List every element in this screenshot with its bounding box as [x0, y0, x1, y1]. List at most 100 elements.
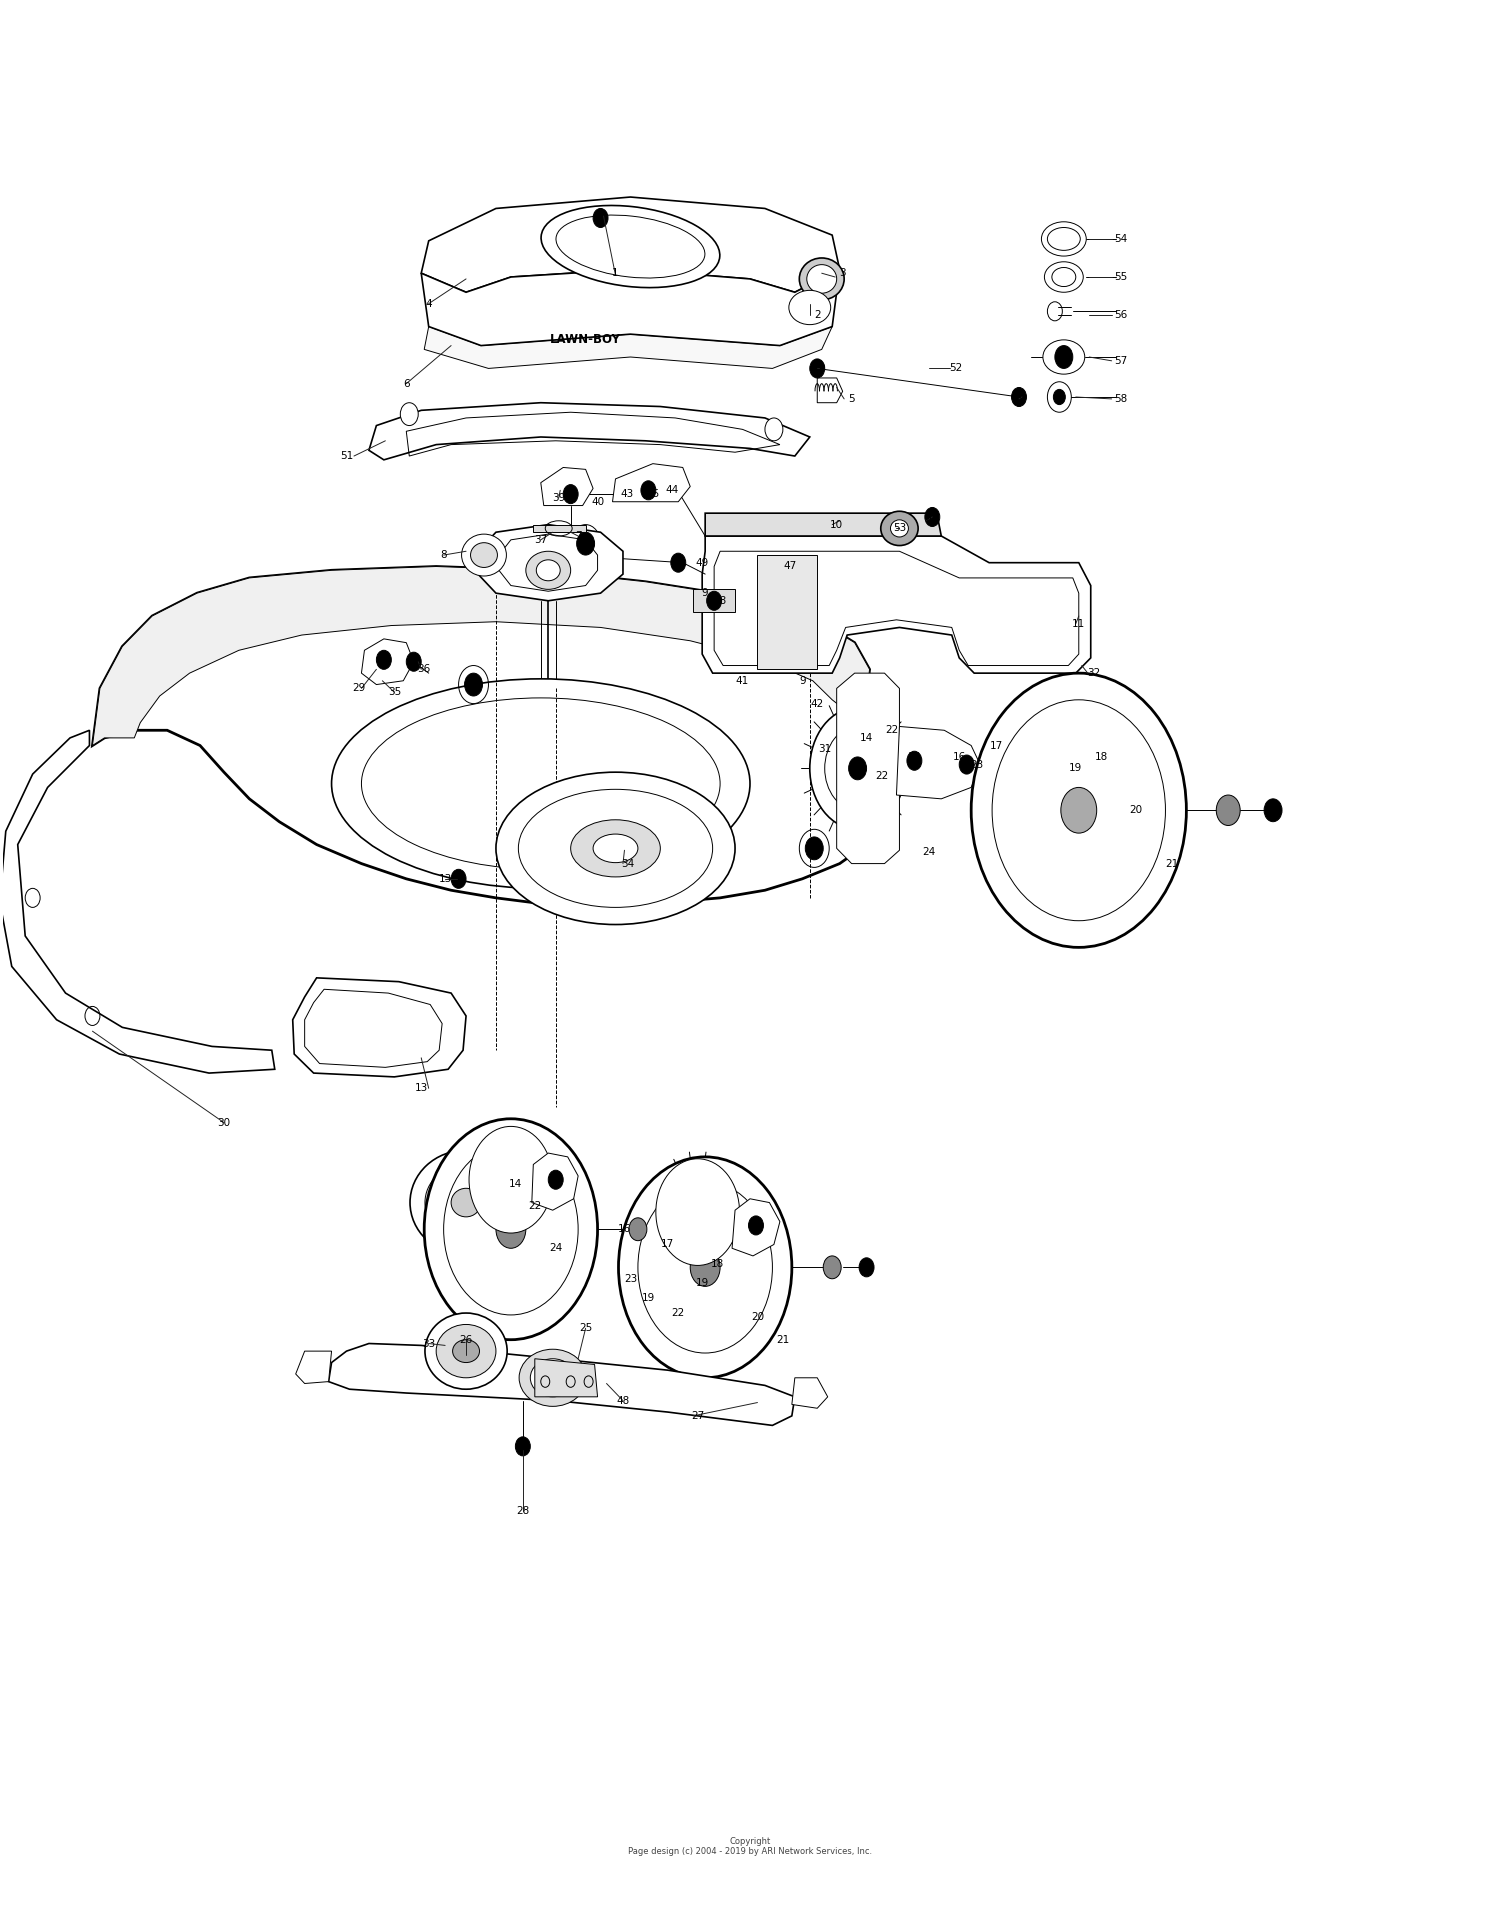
- Text: LAWN-BOY: LAWN-BOY: [550, 334, 621, 346]
- Text: 14: 14: [859, 733, 873, 743]
- Circle shape: [542, 1362, 564, 1392]
- Text: 27: 27: [692, 1411, 705, 1421]
- Ellipse shape: [880, 512, 918, 546]
- Circle shape: [748, 1217, 764, 1236]
- Text: 9: 9: [819, 363, 825, 374]
- Circle shape: [765, 418, 783, 441]
- Circle shape: [376, 649, 392, 668]
- Text: 24: 24: [549, 1243, 562, 1253]
- Text: 3: 3: [840, 267, 846, 279]
- Circle shape: [824, 1257, 842, 1280]
- Text: 56: 56: [1114, 309, 1126, 321]
- Polygon shape: [422, 269, 840, 346]
- Circle shape: [656, 1159, 740, 1266]
- Text: 12: 12: [466, 684, 480, 693]
- Ellipse shape: [570, 819, 660, 877]
- Text: Copyright
Page design (c) 2004 - 2019 by ARI Network Services, Inc.: Copyright Page design (c) 2004 - 2019 by…: [628, 1837, 872, 1857]
- Text: 26: 26: [459, 1335, 472, 1345]
- Circle shape: [810, 707, 906, 829]
- Ellipse shape: [453, 1339, 480, 1362]
- Text: 20: 20: [752, 1312, 764, 1322]
- Polygon shape: [536, 1358, 597, 1396]
- Circle shape: [706, 592, 722, 611]
- Circle shape: [926, 508, 940, 527]
- Polygon shape: [792, 1377, 828, 1408]
- Ellipse shape: [526, 552, 570, 590]
- Circle shape: [465, 672, 483, 695]
- Text: 11: 11: [1072, 619, 1086, 628]
- Ellipse shape: [537, 560, 560, 581]
- Text: 32: 32: [1088, 668, 1101, 678]
- Circle shape: [1264, 798, 1282, 821]
- Text: 9: 9: [702, 588, 708, 598]
- Circle shape: [1060, 787, 1096, 833]
- Text: 21: 21: [1166, 860, 1178, 869]
- Text: 31: 31: [818, 745, 831, 754]
- Ellipse shape: [1044, 262, 1083, 292]
- Circle shape: [628, 1219, 646, 1242]
- Text: 28: 28: [516, 1507, 530, 1517]
- Text: 42: 42: [810, 699, 824, 709]
- Circle shape: [452, 869, 466, 888]
- Text: 54: 54: [1114, 233, 1126, 244]
- Circle shape: [849, 756, 867, 779]
- Polygon shape: [0, 730, 274, 1073]
- Polygon shape: [93, 567, 870, 745]
- Text: 1: 1: [612, 267, 620, 279]
- Circle shape: [618, 1157, 792, 1377]
- Ellipse shape: [471, 542, 498, 567]
- Text: 14: 14: [509, 1178, 522, 1188]
- Circle shape: [400, 403, 418, 426]
- Text: 53: 53: [892, 523, 906, 533]
- Ellipse shape: [800, 258, 844, 300]
- Circle shape: [670, 554, 686, 573]
- Text: 20: 20: [1130, 806, 1142, 816]
- Ellipse shape: [668, 1219, 698, 1247]
- Text: 39: 39: [552, 493, 566, 502]
- Text: 6: 6: [404, 378, 410, 388]
- Text: 23: 23: [970, 760, 984, 770]
- Ellipse shape: [1042, 340, 1084, 374]
- Text: 37: 37: [534, 535, 548, 544]
- Polygon shape: [732, 1199, 780, 1257]
- Polygon shape: [693, 590, 735, 613]
- Polygon shape: [542, 468, 592, 506]
- Ellipse shape: [496, 772, 735, 924]
- Ellipse shape: [462, 535, 507, 577]
- Circle shape: [690, 1249, 720, 1285]
- Text: 15: 15: [908, 753, 921, 762]
- Polygon shape: [328, 1343, 795, 1425]
- Text: 35: 35: [387, 688, 400, 697]
- Polygon shape: [758, 556, 818, 668]
- Text: 38: 38: [714, 596, 726, 605]
- Text: 21: 21: [777, 1335, 789, 1345]
- Ellipse shape: [436, 1324, 496, 1377]
- Circle shape: [496, 1211, 526, 1249]
- Text: 22: 22: [528, 1201, 542, 1211]
- Polygon shape: [705, 514, 942, 537]
- Text: 17: 17: [662, 1240, 675, 1249]
- Text: 16: 16: [952, 753, 966, 762]
- Text: 5: 5: [849, 393, 855, 403]
- Circle shape: [576, 533, 594, 556]
- Text: 57: 57: [1114, 355, 1126, 367]
- Circle shape: [424, 1119, 597, 1339]
- Polygon shape: [702, 537, 1090, 672]
- Text: 30: 30: [217, 1117, 231, 1127]
- Circle shape: [640, 481, 656, 500]
- Text: 44: 44: [666, 485, 680, 495]
- Polygon shape: [422, 197, 840, 292]
- Circle shape: [1053, 390, 1065, 405]
- Circle shape: [970, 672, 1186, 947]
- Ellipse shape: [556, 216, 705, 279]
- Text: 24: 24: [922, 848, 936, 858]
- Ellipse shape: [1047, 227, 1080, 250]
- Text: 40: 40: [591, 497, 604, 506]
- Text: 16: 16: [618, 1224, 632, 1234]
- Ellipse shape: [332, 678, 750, 888]
- Text: 9: 9: [1019, 393, 1026, 403]
- Circle shape: [1054, 346, 1072, 369]
- Text: 34: 34: [621, 860, 634, 869]
- Text: 55: 55: [1114, 271, 1126, 283]
- Ellipse shape: [424, 1165, 507, 1242]
